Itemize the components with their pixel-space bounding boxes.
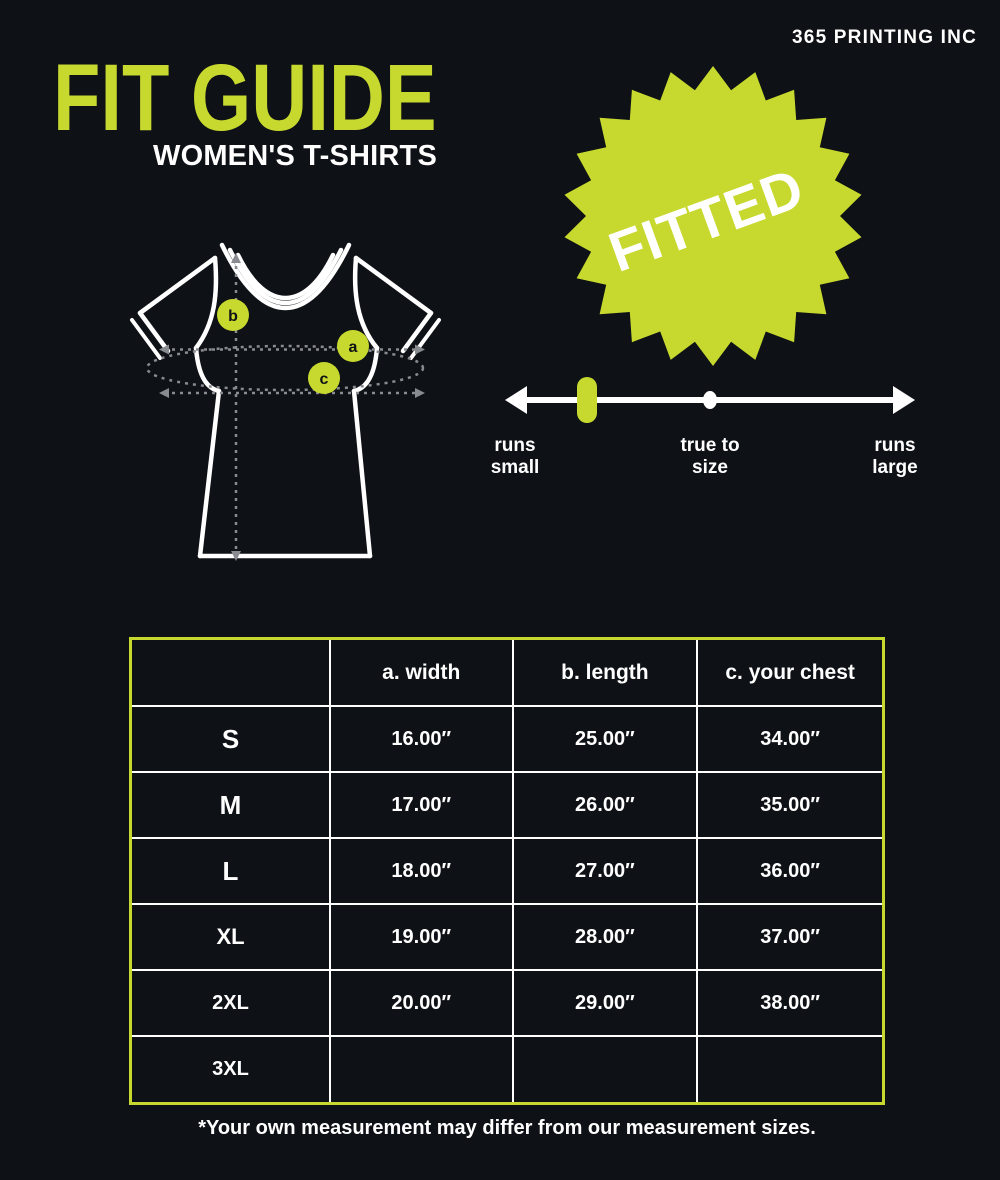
svg-text:c: c xyxy=(320,371,329,388)
svg-text:b: b xyxy=(228,308,238,325)
svg-text:a: a xyxy=(349,339,358,356)
